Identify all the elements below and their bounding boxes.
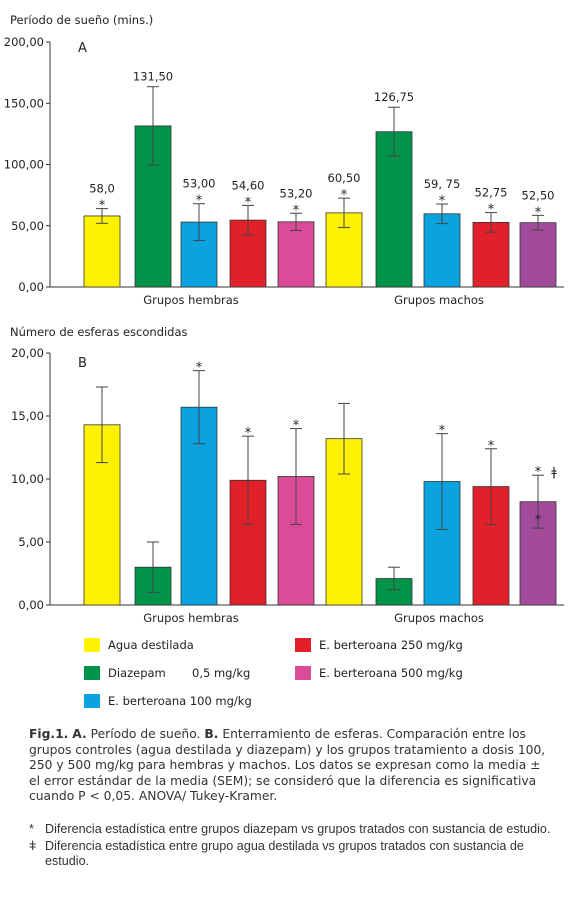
- bar-chart-figure: Período de sueño (mins.) A 0,00 50,00 100,00…: [4, 13, 564, 708]
- caption-b-text: Enterramiento de esferas. Comparación en…: [29, 727, 546, 804]
- caption-b-label: B.: [204, 727, 219, 741]
- legend-swatch: [84, 666, 100, 680]
- legend-label: E. berteroana 250 mg/kg: [319, 638, 463, 652]
- panel-b-letter: B: [78, 356, 87, 371]
- panel-a-group-label: Grupos hembras: [143, 293, 239, 307]
- panel-a-bar: [180, 221, 218, 288]
- figure-caption: Fig.1. A. Período de sueño. B. Enterrami…: [29, 727, 549, 805]
- panel-b-ytick-label: 10,00: [11, 472, 44, 486]
- footnote-dagger-text: Diferencia estadística entre grupo agua …: [45, 839, 524, 868]
- legend-label: E. berteroana 100 mg/kg: [108, 694, 252, 708]
- panel-a-ytick-label: 50,00: [11, 219, 44, 233]
- panel-b-group-label: Grupos hembras: [143, 611, 239, 625]
- footnote-asterisk: * Diferencia estadística entre grupos di…: [29, 822, 559, 837]
- legend-swatch: [295, 666, 311, 680]
- panel-a-data-label: 52,75: [475, 186, 508, 200]
- legend-label: E. berteroana 500 mg/kg: [319, 666, 463, 680]
- panel-a-data-label: 53,00: [183, 177, 216, 191]
- legend-swatch: [84, 694, 100, 708]
- footnote-asterisk-symbol: *: [29, 822, 34, 836]
- legend-label: Diazepam: [108, 666, 166, 680]
- footnote-dagger: ǂ Diferencia estadística entre grupo agu…: [29, 839, 559, 869]
- caption-fig-label: Fig.1.: [29, 727, 69, 741]
- legend-swatch: [295, 638, 311, 652]
- panel-a-bar: [83, 215, 121, 288]
- panel-a-sig-asterisk: *: [99, 199, 106, 214]
- panel-a-data-label: 54,60: [232, 178, 265, 192]
- panel-b-sig-asterisk: *: [439, 424, 446, 439]
- panel-a-data-label: 59, 75: [424, 177, 461, 191]
- panel-a-bar: [519, 222, 557, 288]
- legend-swatch: [84, 638, 100, 652]
- panel-b-sig-asterisk: *: [245, 426, 252, 441]
- panel-a-bar: [277, 221, 315, 288]
- panel-a-ytick-label: 200,00: [4, 35, 44, 49]
- legend-dose: 0,5 mg/kg: [192, 666, 250, 680]
- panel-b-sig-asterisk: *: [196, 361, 203, 376]
- panel-b-group-label: Grupos machos: [394, 611, 484, 625]
- panel-b-ytick-label: 20,00: [11, 346, 44, 360]
- panel-a-ylabel: Período de sueño (mins.): [10, 13, 153, 27]
- panel-a-group-label: Grupos machos: [394, 293, 484, 307]
- panel-a-data-label: 60,50: [328, 171, 361, 185]
- panel-a-bar: [423, 213, 461, 288]
- panel-a-sig-asterisk: *: [196, 194, 203, 209]
- panel-a-data-label: 53,20: [280, 186, 313, 200]
- legend-label: Agua destilada: [108, 638, 194, 652]
- panel-a-letter: A: [78, 41, 87, 56]
- panel-a-sig-asterisk: *: [488, 203, 495, 218]
- panel-b-sig-asterisk-inner: *: [535, 513, 542, 528]
- footnote-asterisk-text: Diferencia estadística entre grupos diaz…: [45, 822, 551, 836]
- panel-b-sig-asterisk: *: [293, 419, 300, 434]
- panel-a-sig-asterisk: *: [535, 205, 542, 220]
- panel-a-bar: [229, 219, 267, 288]
- footnote-dagger-symbol: ǂ: [29, 839, 37, 853]
- panel-a-data-label: 131,50: [133, 70, 173, 84]
- panel-a-bar: [375, 131, 413, 288]
- caption-a-label: A.: [72, 727, 87, 741]
- panel-a-sig-asterisk: *: [341, 188, 348, 203]
- panel-b-sig-dagger: ǂ: [551, 465, 557, 479]
- panel-b-sig-asterisk: *: [488, 439, 495, 454]
- panel-b-sig-asterisk: *: [535, 465, 542, 480]
- panel-b-ytick-label: 5,00: [18, 535, 44, 549]
- panel-a-sig-asterisk: *: [439, 194, 446, 209]
- panel-a-data-label: 126,75: [374, 90, 414, 104]
- panel-a-sig-asterisk: *: [293, 203, 300, 218]
- panel-a-bar: [472, 221, 510, 288]
- caption-a-text: Período de sueño.: [90, 727, 201, 741]
- panel-b-ytick-label: 0,00: [18, 598, 44, 612]
- panel-b-ytick-label: 15,00: [11, 409, 44, 423]
- panel-a-ytick-label: 100,00: [4, 158, 44, 172]
- panel-a-data-label: 58,0: [89, 182, 115, 196]
- footnotes: * Diferencia estadística entre grupos di…: [29, 822, 559, 871]
- panel-a-ytick-label: 150,00: [4, 96, 44, 110]
- panel-a-sig-asterisk: *: [245, 195, 252, 210]
- panel-a-data-label: 52,50: [522, 188, 555, 202]
- panel-b-ylabel: Número de esferas escondidas: [10, 325, 188, 339]
- panel-a-ytick-label: 0,00: [18, 280, 44, 294]
